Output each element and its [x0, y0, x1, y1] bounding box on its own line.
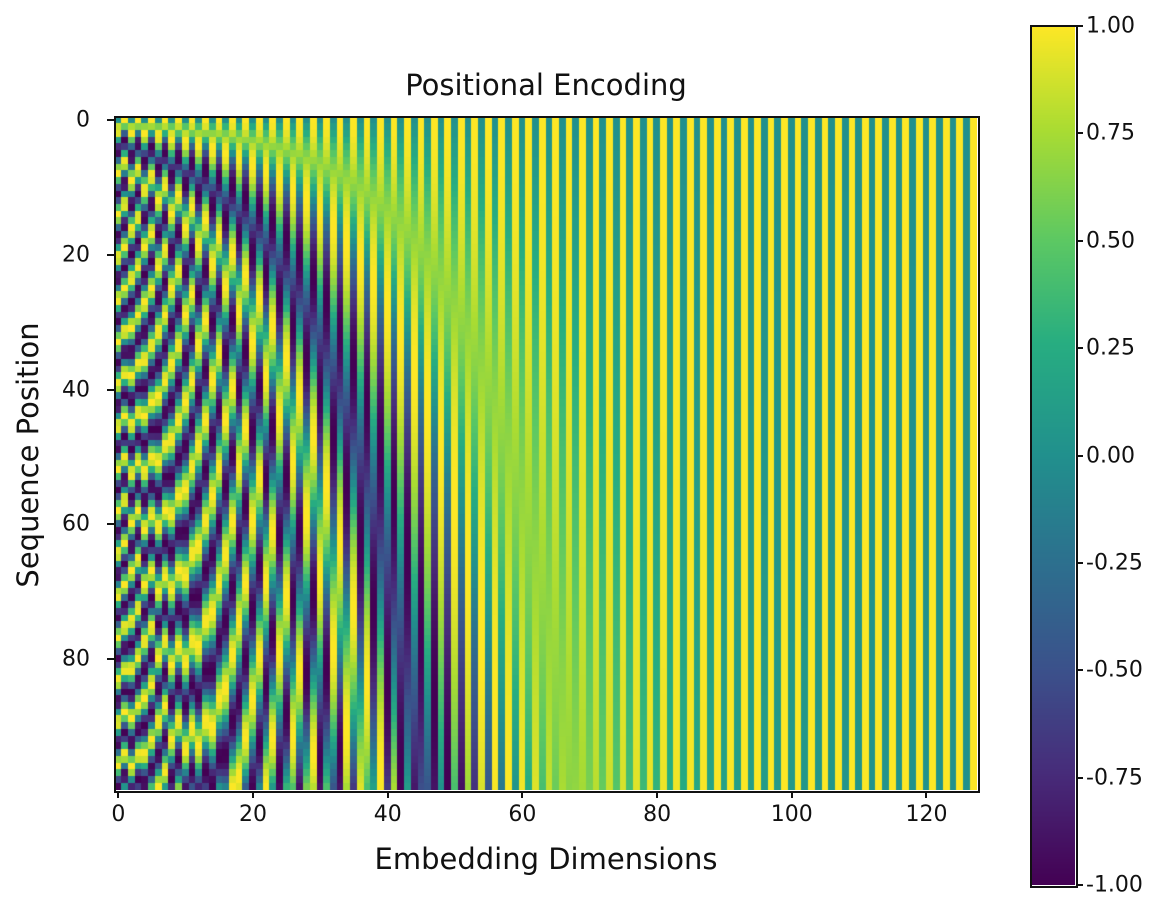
x-tick-label: 80 [643, 802, 672, 827]
colorbar-tick-label: 0.00 [1086, 443, 1135, 468]
y-tick-mark [107, 253, 114, 256]
colorbar-tick-mark [1076, 776, 1083, 779]
colorbar-tick-mark [1076, 884, 1083, 886]
colorbar-tick-mark [1076, 454, 1083, 457]
colorbar-tick-mark [1076, 25, 1083, 27]
colorbar-tick-label: -0.75 [1086, 765, 1143, 791]
x-tick-label: 20 [239, 802, 268, 827]
y-tick-label: 60 [62, 511, 90, 537]
colorbar-tick-mark [1076, 239, 1083, 242]
x-tick-label: 40 [373, 802, 402, 827]
y-tick-mark [107, 657, 114, 660]
x-tick-label: 60 [508, 802, 537, 827]
colorbar-tick-label: 0.75 [1086, 120, 1135, 146]
x-tick-mark [656, 791, 659, 798]
heatmap-canvas [115, 117, 977, 790]
x-tick-label: 120 [905, 802, 948, 827]
colorbar-tick-label: 0.25 [1086, 335, 1135, 361]
y-tick-mark [107, 119, 114, 122]
x-tick-mark [521, 791, 524, 798]
colorbar-tick-mark [1076, 669, 1083, 672]
x-tick-mark [790, 791, 793, 798]
y-tick-label: 80 [62, 646, 90, 672]
y-tick-label: 40 [62, 377, 90, 403]
colorbar-tick-mark [1076, 132, 1083, 135]
y-tick-mark [107, 388, 114, 391]
y-tick-label: 0 [76, 107, 90, 133]
x-tick-label: 0 [111, 802, 126, 827]
colorbar-tick-mark [1076, 347, 1083, 350]
x-tick-mark [925, 791, 928, 798]
y-tick-mark [107, 523, 114, 526]
colorbar-tick-label: 0.50 [1086, 228, 1135, 254]
colorbar-tick-label: -1.00 [1086, 872, 1143, 898]
x-tick-mark [117, 791, 120, 798]
x-tick-mark [252, 791, 255, 798]
colorbar-tick-label: 1.00 [1086, 13, 1135, 39]
x-axis-label: Embedding Dimensions [374, 842, 718, 876]
colorbar-tick-label: -0.25 [1086, 550, 1143, 576]
y-tick-label: 20 [62, 242, 90, 268]
y-axis-label: Sequence Position [11, 322, 45, 588]
chart-title: Positional Encoding [405, 68, 687, 102]
colorbar-tick-label: -0.50 [1086, 657, 1143, 683]
x-tick-label: 100 [770, 802, 813, 827]
colorbar-tick-mark [1076, 561, 1083, 564]
x-tick-mark [386, 791, 389, 798]
colorbar [1031, 26, 1075, 885]
